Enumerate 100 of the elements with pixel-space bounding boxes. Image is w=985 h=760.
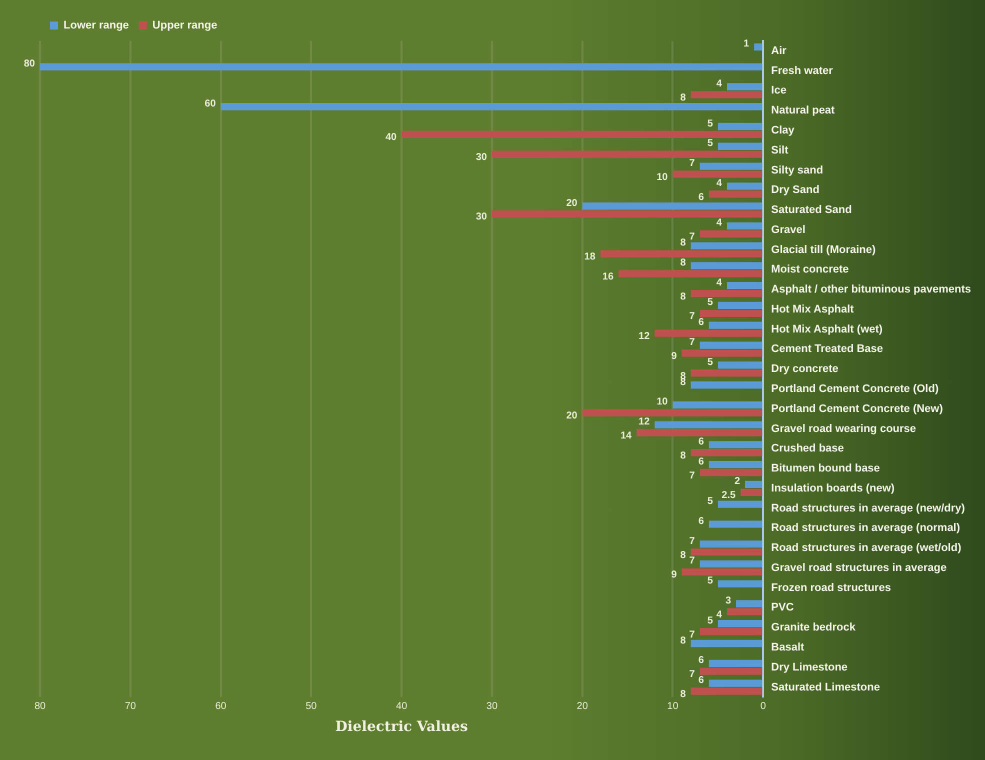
y-tick-label: Crushed base xyxy=(771,442,844,455)
bar xyxy=(736,600,762,608)
data-label: 60 xyxy=(204,98,216,110)
y-tick-label: Silty sand xyxy=(771,164,824,176)
y-tick-label: Moist concrete xyxy=(771,264,849,276)
y-tick-label: Portland Cement Concrete (Old) xyxy=(771,383,939,396)
data-label: 8 xyxy=(680,550,686,561)
data-label: 5 xyxy=(707,615,714,626)
bar xyxy=(718,142,762,150)
y-tick-label: Clay xyxy=(771,124,796,137)
y-tick-label: Bitumen bound base xyxy=(771,462,880,475)
data-label: 6 xyxy=(698,436,704,448)
bar xyxy=(654,421,762,428)
data-label: 16 xyxy=(602,271,614,282)
bar xyxy=(220,103,762,110)
data-label: 7 xyxy=(689,629,696,640)
data-label: 30 xyxy=(476,152,488,164)
x-tick-label: 70 xyxy=(124,700,136,712)
data-label: 9 xyxy=(671,570,678,581)
bar xyxy=(690,640,762,648)
bar xyxy=(40,63,762,70)
bar xyxy=(718,302,762,310)
bar xyxy=(700,342,762,349)
bar xyxy=(582,202,762,210)
data-label: 7 xyxy=(689,158,696,170)
bar xyxy=(708,441,762,448)
data-label: 1 xyxy=(744,38,750,50)
data-label: 8 xyxy=(680,688,686,700)
data-label: 4 xyxy=(716,178,722,189)
data-label: 4 xyxy=(716,218,722,229)
data-label: 18 xyxy=(584,252,596,263)
bar xyxy=(700,310,762,317)
data-label: 4 xyxy=(716,78,722,90)
y-tick-label: Road structures in average (new/dry) xyxy=(771,502,966,514)
data-label: 14 xyxy=(620,430,632,442)
x-tick-label: 80 xyxy=(34,700,46,712)
y-tick-label: Dry Limestone xyxy=(771,661,848,674)
data-label: 7 xyxy=(689,470,696,482)
y-tick-label: Asphalt / other bituminous pavements xyxy=(771,284,971,296)
data-label: 7 xyxy=(689,311,696,322)
data-label: 40 xyxy=(385,132,398,144)
bar xyxy=(402,130,762,138)
data-label: 7 xyxy=(689,336,696,348)
bar xyxy=(700,560,762,568)
bar xyxy=(754,43,762,51)
bar xyxy=(726,182,762,190)
data-label: 6 xyxy=(698,456,704,468)
bar xyxy=(700,468,762,476)
bar xyxy=(690,290,762,298)
data-label: 2 xyxy=(734,476,740,488)
y-tick-label: Hot Mix Asphalt xyxy=(771,303,854,316)
data-label: 5 xyxy=(707,138,714,150)
bar xyxy=(708,190,762,198)
data-label: 7 xyxy=(689,669,696,680)
data-label: 2.5 xyxy=(722,490,736,502)
x-axis-title: Dielectric Values xyxy=(335,719,468,736)
bar xyxy=(690,449,762,456)
bar xyxy=(726,83,762,90)
data-label: 12 xyxy=(638,331,650,342)
bar xyxy=(708,660,762,667)
bar xyxy=(690,242,762,250)
data-label: 9 xyxy=(671,350,678,362)
bar xyxy=(700,628,762,636)
bar xyxy=(708,460,762,468)
bar xyxy=(700,668,762,675)
y-tick-label: Insulation boards (new) xyxy=(771,482,895,494)
bar xyxy=(690,381,762,389)
bar xyxy=(726,608,762,616)
bar xyxy=(636,429,762,436)
bar xyxy=(718,362,762,369)
x-tick-label: 20 xyxy=(576,700,588,712)
data-label: 7 xyxy=(689,232,696,243)
x-tick-label: 30 xyxy=(486,700,498,712)
bar xyxy=(492,210,762,218)
bar xyxy=(672,170,762,178)
y-tick-label: Gravel road structures in average xyxy=(771,562,947,574)
y-tick-label: Air xyxy=(771,44,788,57)
x-tick-label: 60 xyxy=(215,700,227,712)
bar xyxy=(740,488,762,496)
data-label: 5 xyxy=(707,576,714,587)
y-tick-label: Granite bedrock xyxy=(771,622,856,634)
data-label: 8 xyxy=(680,257,686,268)
y-tick-label: Natural peat xyxy=(771,104,836,117)
y-tick-label: Ice xyxy=(771,84,786,97)
data-label: 6 xyxy=(698,317,704,328)
bar xyxy=(618,270,762,278)
data-label: 6 xyxy=(698,655,704,666)
data-label: 20 xyxy=(566,198,578,209)
bar xyxy=(682,350,762,357)
data-label: 12 xyxy=(638,416,650,428)
y-tick-label: Fresh water xyxy=(771,64,834,77)
y-tick-label: Dry concrete xyxy=(771,363,838,376)
bar xyxy=(492,150,762,158)
data-label: 8 xyxy=(680,92,686,104)
bar xyxy=(718,580,762,588)
y-tick-label: Hot Mix Asphalt (wet) xyxy=(771,323,883,336)
bar xyxy=(726,222,762,230)
bar xyxy=(690,91,762,98)
bar xyxy=(682,568,762,576)
x-tick-label: 50 xyxy=(306,700,318,712)
